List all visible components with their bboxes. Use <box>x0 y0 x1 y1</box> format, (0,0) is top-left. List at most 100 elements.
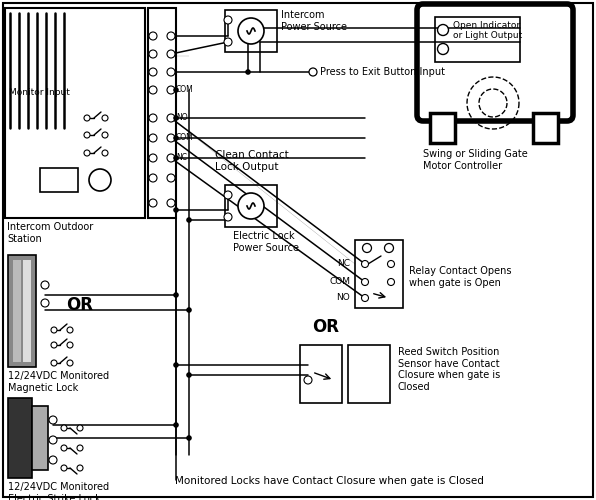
Circle shape <box>167 199 175 207</box>
Bar <box>355 240 403 308</box>
Circle shape <box>167 68 175 76</box>
Text: Monitor Input: Monitor Input <box>9 88 70 97</box>
Text: Relay Contact Opens
when gate is Open: Relay Contact Opens when gate is Open <box>409 266 511 287</box>
Circle shape <box>67 342 73 348</box>
Bar <box>8 255 36 367</box>
Bar <box>23 260 31 362</box>
Circle shape <box>173 422 179 428</box>
Circle shape <box>186 217 192 223</box>
Bar <box>348 345 390 403</box>
Circle shape <box>173 115 179 121</box>
Text: OR: OR <box>66 296 93 314</box>
Circle shape <box>149 154 157 162</box>
Text: COM: COM <box>329 278 350 286</box>
Circle shape <box>77 425 83 431</box>
Text: NC: NC <box>337 260 350 268</box>
Text: Reed Switch Position
Sensor have Contact
Closure when gate is
Closed: Reed Switch Position Sensor have Contact… <box>398 347 500 392</box>
Text: 12/24VDC Monitored
Electric Strike Lock: 12/24VDC Monitored Electric Strike Lock <box>8 482 109 500</box>
Bar <box>300 345 342 403</box>
Circle shape <box>167 134 175 142</box>
Bar <box>32 406 48 470</box>
Text: 12/24VDC Monitored
Magnetic Lock: 12/24VDC Monitored Magnetic Lock <box>8 371 109 392</box>
Circle shape <box>309 68 317 76</box>
Circle shape <box>173 155 179 161</box>
Bar <box>225 10 277 52</box>
Text: COM: COM <box>176 134 194 142</box>
Circle shape <box>437 44 449 54</box>
Circle shape <box>41 281 49 289</box>
Text: Electric Lock
Power Source: Electric Lock Power Source <box>233 231 299 252</box>
Text: Monitored Locks have Contact Closure when gate is Closed: Monitored Locks have Contact Closure whe… <box>175 476 484 486</box>
Circle shape <box>186 307 192 313</box>
Text: NO: NO <box>336 294 350 302</box>
Circle shape <box>224 16 232 24</box>
FancyBboxPatch shape <box>417 4 573 121</box>
Circle shape <box>245 69 251 75</box>
Circle shape <box>238 18 264 44</box>
Circle shape <box>362 260 368 268</box>
Circle shape <box>51 327 57 333</box>
Circle shape <box>61 445 67 451</box>
Bar <box>13 260 21 362</box>
Circle shape <box>77 445 83 451</box>
Bar <box>40 168 78 192</box>
Bar <box>8 398 32 478</box>
Circle shape <box>167 86 175 94</box>
Circle shape <box>173 135 179 141</box>
Circle shape <box>173 207 179 213</box>
Circle shape <box>149 199 157 207</box>
Circle shape <box>149 68 157 76</box>
Circle shape <box>173 292 179 298</box>
Circle shape <box>149 86 157 94</box>
Text: Intercom Outdoor
Station: Intercom Outdoor Station <box>7 222 93 244</box>
Circle shape <box>362 244 371 252</box>
Circle shape <box>149 32 157 40</box>
Circle shape <box>167 32 175 40</box>
Circle shape <box>186 372 192 378</box>
Bar <box>430 113 455 143</box>
Circle shape <box>224 191 232 199</box>
Circle shape <box>387 260 395 268</box>
Bar <box>435 17 520 62</box>
Circle shape <box>89 169 111 191</box>
Circle shape <box>238 193 264 219</box>
Circle shape <box>49 456 57 464</box>
Bar <box>5 8 145 218</box>
Circle shape <box>173 87 179 93</box>
Circle shape <box>224 38 232 46</box>
Circle shape <box>362 294 368 302</box>
Circle shape <box>61 425 67 431</box>
Circle shape <box>61 465 67 471</box>
Text: COM: COM <box>176 86 194 94</box>
Circle shape <box>41 299 49 307</box>
Text: NC: NC <box>176 154 187 162</box>
Circle shape <box>387 278 395 285</box>
Circle shape <box>186 435 192 441</box>
Circle shape <box>167 50 175 58</box>
Circle shape <box>67 360 73 366</box>
Text: OR: OR <box>312 318 340 336</box>
Circle shape <box>102 150 108 156</box>
Bar <box>148 8 176 218</box>
Circle shape <box>173 362 179 368</box>
Circle shape <box>167 174 175 182</box>
Bar <box>533 113 558 143</box>
Circle shape <box>304 376 312 384</box>
Text: NO: NO <box>176 114 188 122</box>
Circle shape <box>437 24 449 36</box>
Circle shape <box>102 115 108 121</box>
Circle shape <box>67 327 73 333</box>
Circle shape <box>84 115 90 121</box>
Circle shape <box>149 134 157 142</box>
Text: Open Indicator
or Light Output: Open Indicator or Light Output <box>453 21 522 40</box>
Circle shape <box>51 342 57 348</box>
Text: Intercom
Power Source: Intercom Power Source <box>281 10 347 32</box>
Text: Clean Contact
Lock Output: Clean Contact Lock Output <box>215 150 288 172</box>
Circle shape <box>149 114 157 122</box>
Circle shape <box>167 154 175 162</box>
Circle shape <box>149 50 157 58</box>
Circle shape <box>224 213 232 221</box>
Bar <box>225 185 277 227</box>
Text: Press to Exit Button Input: Press to Exit Button Input <box>320 67 445 77</box>
Circle shape <box>362 278 368 285</box>
